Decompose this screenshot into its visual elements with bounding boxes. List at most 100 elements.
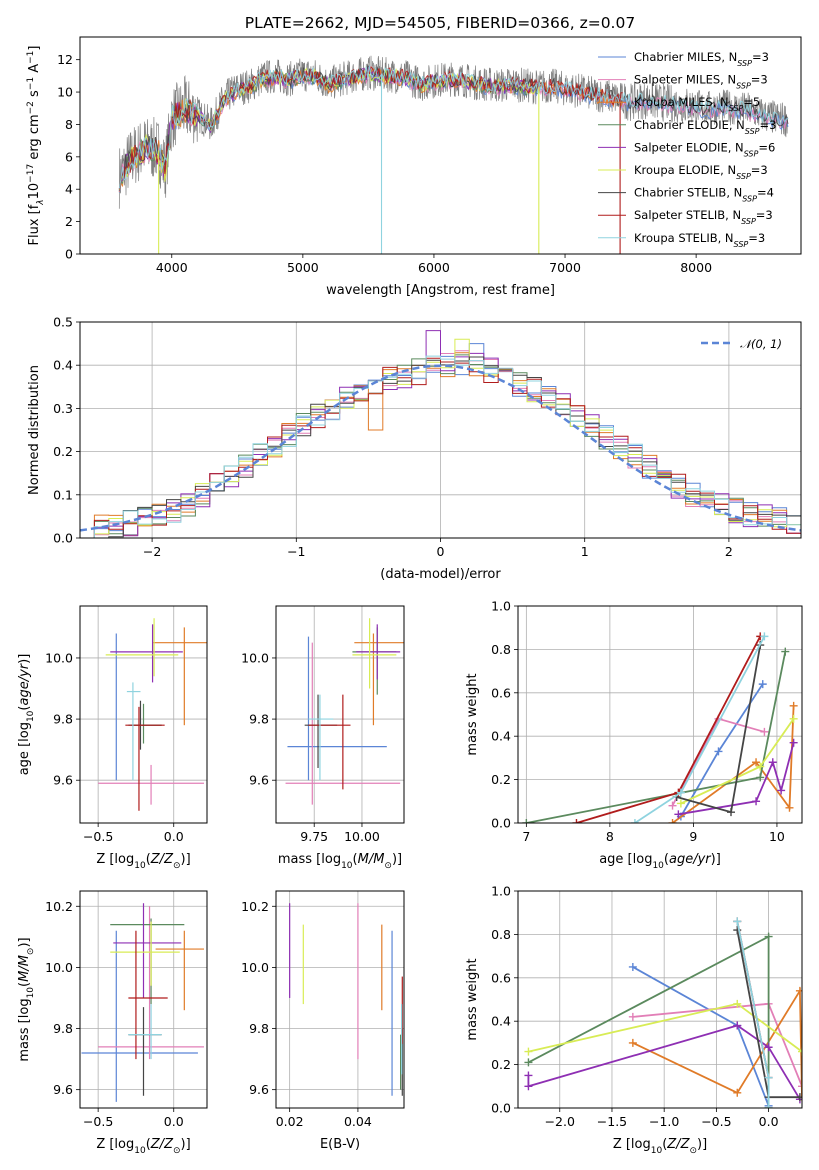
y-tick-label: 0.6 xyxy=(491,685,511,700)
y-tick-label: 0.1 xyxy=(53,487,73,502)
weight-point-marker xyxy=(781,647,790,656)
weight-point-marker xyxy=(789,701,798,710)
x-tick-label: 0.02 xyxy=(276,1114,304,1129)
weight-point-marker xyxy=(789,738,798,747)
weight-point-marker xyxy=(522,819,531,823)
y-tick-label: 0.0 xyxy=(53,531,73,546)
axes-weight_vs_Z: −2.0 −1.5 −1.0 −0.5 0.0 0.0 0.2 0.4 0.6 0.8 1.0 Z [… xyxy=(465,884,803,1156)
weight-point-marker xyxy=(798,1082,802,1091)
weight-point-marker xyxy=(756,762,765,771)
axes-frame: −0.5 0.0 9.6 9.8 10.0 10.2 Z [log10(Z/Z⊙)] mass… xyxy=(17,890,208,1156)
axes-mass_vs_EBV: 0.02 0.04 9.6 9.8 10.0 10.2 E(B-V) xyxy=(241,890,405,1152)
plot-area xyxy=(118,55,789,254)
weight-point-marker xyxy=(524,1058,533,1067)
y-tick-label: 0.4 xyxy=(491,1014,511,1029)
y-tick-label: 4 xyxy=(65,182,73,197)
y-tick-label: 10.0 xyxy=(45,650,73,665)
weight-point-marker xyxy=(764,1043,773,1052)
y-tick-label: 9.6 xyxy=(53,773,73,788)
x-tick-label: −1.5 xyxy=(597,1114,627,1129)
x-tick-label: 0.0 xyxy=(164,1114,184,1129)
y-tick-label: 0 xyxy=(65,247,73,262)
x-tick-label: −1.0 xyxy=(649,1114,679,1129)
y-tick-label: 9.8 xyxy=(53,712,73,727)
weight-point-marker xyxy=(572,819,581,823)
y-tick-label: 8 xyxy=(65,117,73,132)
x-tick-label: 0.0 xyxy=(164,829,184,844)
legend-entry: Kroupa ELODIE, NSSP=3 xyxy=(634,163,768,181)
x-tick-label: −1 xyxy=(287,544,305,559)
axes-spine xyxy=(275,605,405,824)
x-axis-label: age [log10(age/yr)] xyxy=(599,852,721,871)
plot-area xyxy=(98,618,207,811)
y-axis-label: age [log10(age/yr)] xyxy=(17,654,36,776)
y-axis-label: mass weight xyxy=(465,958,480,1040)
legend-entry: Chabrier MILES, NSSP=3 xyxy=(634,50,769,68)
weight-point-marker xyxy=(733,999,742,1008)
axes-spine xyxy=(517,605,803,824)
legend-entry: Chabrier ELODIE, NSSP=3 xyxy=(634,118,776,136)
plot-area xyxy=(81,903,204,1102)
x-tick-label: 9 xyxy=(689,829,697,844)
x-tick-label: 6000 xyxy=(418,260,450,275)
y-tick-label: 0.2 xyxy=(491,1057,511,1072)
weight-point-marker xyxy=(714,747,723,756)
x-axis-label: (data-model)/error xyxy=(380,567,501,582)
x-tick-label: 9.75 xyxy=(300,829,328,844)
weight-point-marker xyxy=(733,917,742,926)
weight-point-marker xyxy=(764,932,773,941)
residual-histogram-step xyxy=(80,357,801,538)
weight-point-marker xyxy=(798,1047,802,1056)
weight-point-marker xyxy=(764,1073,773,1082)
weight-point-marker xyxy=(795,986,802,995)
weight-line xyxy=(671,705,795,823)
plot-area xyxy=(289,903,403,1096)
y-tick-label: 1.0 xyxy=(491,884,511,899)
y-tick-label: 9.8 xyxy=(53,1021,73,1036)
weight-line xyxy=(632,1002,802,1087)
weight-point-marker xyxy=(668,819,677,823)
axes-frame: 0.02 0.04 9.6 9.8 10.0 10.2 E(B-V) xyxy=(241,890,405,1152)
weight-line xyxy=(676,644,762,814)
weight-point-marker xyxy=(668,801,677,810)
weight-point-marker xyxy=(768,758,777,767)
x-tick-label: 0.0 xyxy=(759,1114,779,1129)
x-tick-label: −0.5 xyxy=(83,829,113,844)
legend-entry: Kroupa STELIB, NSSP=3 xyxy=(634,231,765,249)
axes-spine xyxy=(517,890,803,1109)
y-tick-label: 9.6 xyxy=(53,1082,73,1097)
plot-area xyxy=(522,632,798,823)
weight-point-marker xyxy=(760,727,769,736)
y-tick-label: 9.6 xyxy=(249,1082,269,1097)
axes-weight_vs_age: 7 8 9 10 0.0 0.2 0.4 0.6 0.8 1.0 age [log10(age/yr… xyxy=(465,599,803,871)
plot-area xyxy=(285,618,404,805)
weight-point-marker xyxy=(752,797,761,806)
y-tick-label: 0.4 xyxy=(491,729,511,744)
y-tick-label: 0.8 xyxy=(491,642,511,657)
axes-frame: 4000 5000 6000 7000 8000 0 2 4 6 8 10 12 wavelength … xyxy=(26,36,802,298)
legend-entry: Salpeter ELODIE, NSSP=6 xyxy=(634,140,775,158)
normal-distribution-curve xyxy=(80,364,801,532)
weight-point-marker xyxy=(758,680,767,689)
plots-layer: 4000 5000 6000 7000 8000024681012wavelength … xyxy=(17,36,803,1156)
y-tick-label: 0.0 xyxy=(491,816,511,831)
x-tick-label: 0.04 xyxy=(344,1114,372,1129)
weight-point-marker xyxy=(524,1082,533,1091)
legend: Chabrier MILES, NSSP=3 Salpeter MILES, NS… xyxy=(598,50,776,248)
axes-spine xyxy=(79,321,802,539)
weight-point-marker xyxy=(674,810,683,819)
axes-frame: −2 −1 0 1 2 0.0 0.1 0.2 0.3 0.4 0.5 (data-model)/er… xyxy=(27,315,802,582)
y-axis-label: Flux [fλ10−17 erg cm−2 s−1 A−1] xyxy=(26,46,46,246)
legend-entry: Salpeter MILES, NSSP=3 xyxy=(634,73,768,91)
y-tick-label: 10.2 xyxy=(45,899,73,914)
axes-spine xyxy=(275,890,405,1109)
weight-point-marker xyxy=(628,1038,637,1047)
weight-point-marker xyxy=(764,1104,773,1108)
y-tick-label: 2 xyxy=(65,214,73,229)
y-tick-label: 1.0 xyxy=(491,599,511,614)
x-axis-label: Z [log10(Z/Z⊙)] xyxy=(96,852,190,871)
y-tick-label: 9.8 xyxy=(249,1021,269,1036)
y-tick-label: 10.0 xyxy=(241,650,269,665)
x-tick-label: −2 xyxy=(143,544,161,559)
axes-spine xyxy=(79,890,208,1109)
